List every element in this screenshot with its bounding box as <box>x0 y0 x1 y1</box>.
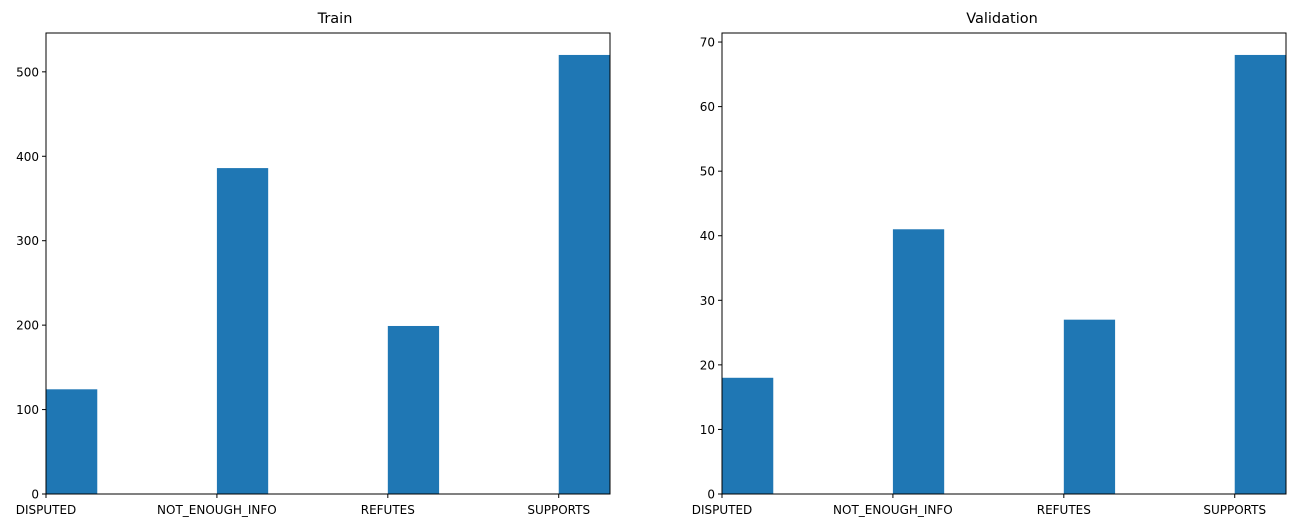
chart-title: Validation <box>966 11 1038 27</box>
y-tick-label: 50 <box>700 165 715 179</box>
plot-frame <box>721 32 1287 495</box>
bar-disputed <box>722 377 774 494</box>
bar-not-enough-info <box>892 229 945 495</box>
y-tick-label: 10 <box>700 423 715 437</box>
y-tick-label: 0 <box>31 488 39 502</box>
x-tick-label: REFUTES <box>361 503 415 517</box>
y-tick-label: 70 <box>700 36 715 50</box>
x-tick-label: SUPPORTS <box>527 503 590 517</box>
y-tick-label: 0 <box>707 488 715 502</box>
y-tick-label: 20 <box>700 358 715 372</box>
y-tick-label: 40 <box>700 229 715 243</box>
validation-chart-panel: Validation 0 10 20 30 40 50 60 70 DISPUTED NOT_EN… <box>692 11 1287 517</box>
y-tick-label: 60 <box>700 100 715 114</box>
bar-supports <box>558 54 610 494</box>
train-chart-panel: Train 0 100 200 300 400 500 DISPUTED NOT_ENOUGH… <box>16 11 611 517</box>
x-tick-label: NOT_ENOUGH_INFO <box>157 503 277 517</box>
x-tick-label: NOT_ENOUGH_INFO <box>833 503 953 517</box>
x-tick-label: REFUTES <box>1037 503 1091 517</box>
bar-disputed <box>46 389 98 494</box>
y-tick-label: 400 <box>16 150 39 164</box>
y-tick-label: 500 <box>16 65 39 79</box>
bar-supports <box>1234 54 1286 494</box>
y-tick-label: 300 <box>16 234 39 248</box>
chart-title: Train <box>317 11 353 27</box>
bar-refutes <box>1063 319 1116 494</box>
x-tick-label: DISPUTED <box>16 503 77 517</box>
y-tick-label: 200 <box>16 319 39 333</box>
bar-refutes <box>387 325 440 494</box>
bar-not-enough-info <box>216 168 269 495</box>
y-tick-label: 100 <box>16 403 39 417</box>
x-tick-label: SUPPORTS <box>1203 503 1266 517</box>
plot-frame <box>45 32 611 495</box>
x-tick-label: DISPUTED <box>692 503 753 517</box>
y-tick-label: 30 <box>700 294 715 308</box>
